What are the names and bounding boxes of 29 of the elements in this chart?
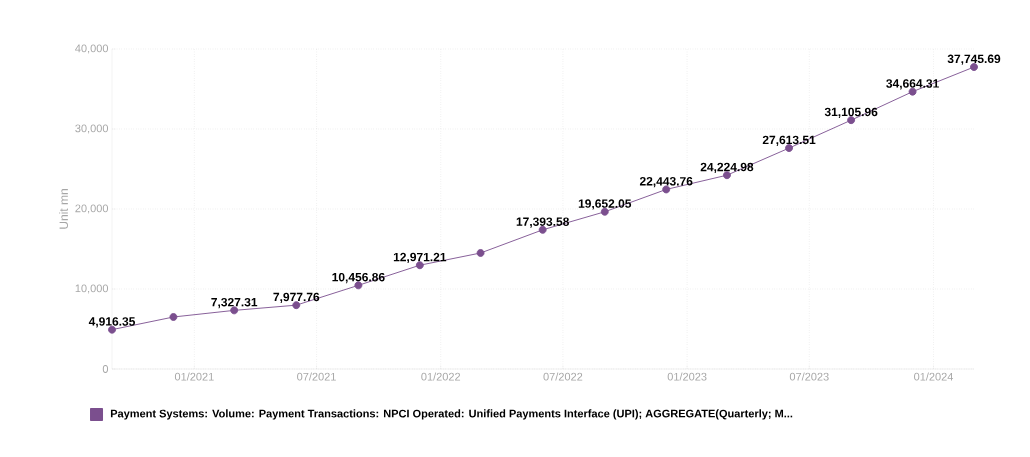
data-label: 12,971.21 [393,252,447,264]
point [169,313,178,321]
data-label: 7,977.76 [273,292,320,303]
y-axis-title: Unit mn [59,189,68,229]
x-tick-label: 01/2022 [421,372,461,381]
x-tick-label: 07/2022 [543,372,583,381]
x-tick-label: 07/2021 [297,372,336,381]
data-label: 17,393.58 [516,217,569,228]
data-label: 7,327.31 [211,297,258,309]
y-tick-label: 40,000 [75,44,109,54]
x-tick-label: 07/2023 [789,372,829,381]
data-label: 10,456.86 [332,272,385,284]
data-label: 19,652.05 [578,199,632,210]
point [476,249,485,257]
y-tick-label: 10,000 [75,284,109,294]
data-label: 4,916.35 [88,317,136,328]
y-tick-label: 20,000 [75,204,109,214]
data-label: 34,664.31 [886,79,939,90]
data-label: 22,443.76 [639,177,693,188]
data-label: 37,745.69 [947,54,1001,65]
data-label: 27,613.51 [762,135,816,146]
y-tick-label: 0 [102,365,109,373]
x-tick-label: 01/2023 [667,372,707,381]
x-tick-label: 01/2021 [174,372,214,381]
data-label: 31,105.96 [824,107,878,118]
data-label: 24,224.98 [700,162,754,173]
y-tick-label: 30,000 [75,124,109,134]
x-tick-label: 01/2024 [914,372,954,381]
legend-label: Payment Systems: Volume: Payment Transactions: NPCI Operated: Unified Payments Interface (UPI); AGGREGATE(Quarterly; M... [110,409,793,420]
